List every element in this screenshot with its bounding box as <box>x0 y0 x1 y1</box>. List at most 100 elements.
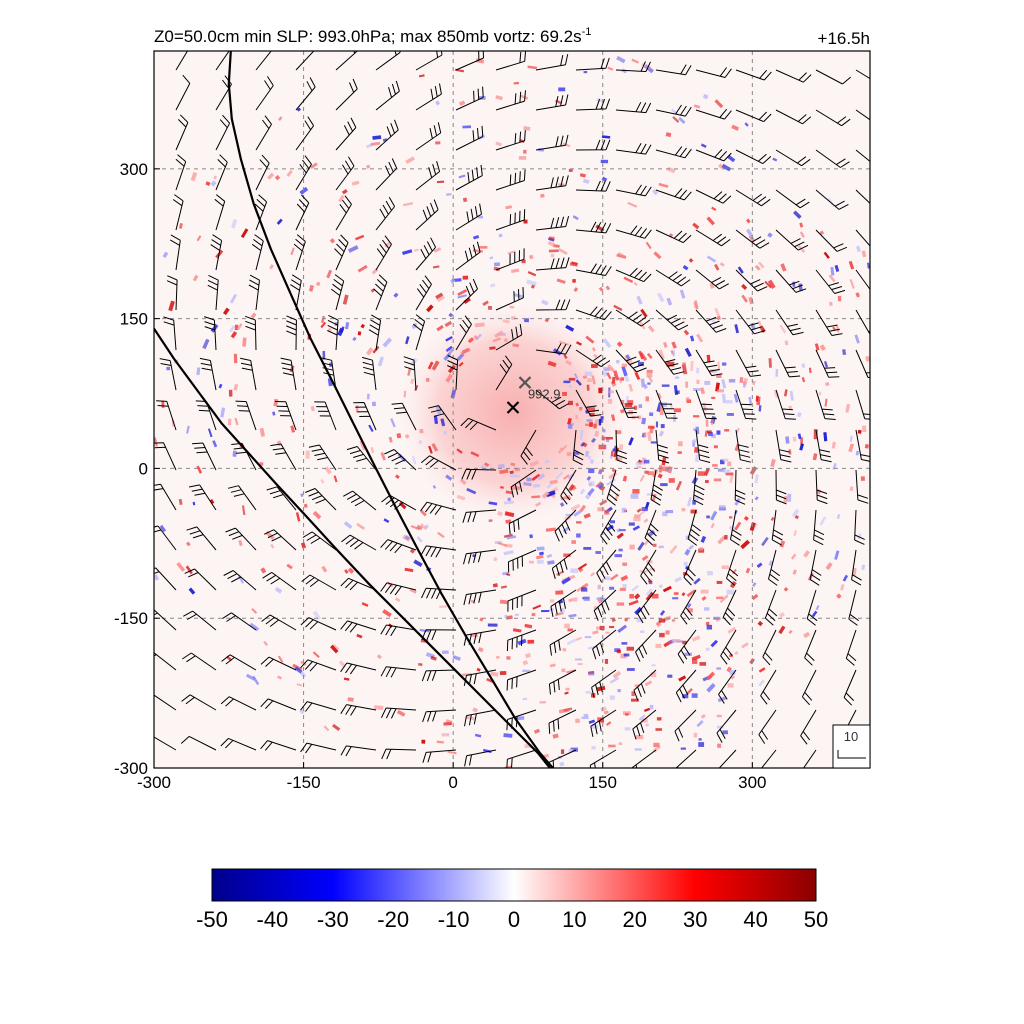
vorticity-speck <box>675 480 683 491</box>
vorticity-speck <box>682 264 689 271</box>
wind-barb <box>175 74 191 111</box>
vorticity-speck <box>237 574 245 584</box>
vorticity-speck <box>637 541 645 551</box>
wind-barb <box>341 534 377 551</box>
vorticity-speck <box>196 235 202 242</box>
vorticity-speck <box>653 543 657 547</box>
vorticity-speck <box>419 509 427 517</box>
vorticity-speck <box>849 278 855 289</box>
vorticity-speck <box>577 563 588 570</box>
wind-barb <box>775 109 812 125</box>
vorticity-speck <box>778 612 785 618</box>
wind-barb <box>535 299 571 311</box>
vorticity-speck <box>672 597 679 600</box>
wind-barb <box>274 401 297 431</box>
vorticity-speck <box>457 288 468 297</box>
wind-barb <box>334 234 349 271</box>
vorticity-speck <box>565 513 573 517</box>
colorbar-tick-label: -10 <box>438 907 470 932</box>
wind-barb <box>549 629 577 656</box>
vorticity-speck <box>643 459 650 464</box>
wind-barb <box>855 189 870 205</box>
vorticity-speck <box>394 597 401 603</box>
vorticity-speck <box>213 175 218 180</box>
vorticity-speck <box>419 523 428 531</box>
vorticity-speck <box>356 633 363 639</box>
wind-key: 10 <box>832 724 871 769</box>
wind-barb <box>420 455 457 471</box>
vorticity-speck <box>583 713 589 718</box>
vorticity-speck <box>716 580 723 584</box>
vorticity-speck <box>445 373 453 383</box>
vorticity-speck <box>260 567 267 574</box>
vorticity-speck <box>687 496 692 507</box>
vorticity-speck <box>744 122 749 127</box>
wind-barb <box>644 509 659 546</box>
wind-barb <box>375 80 400 111</box>
vorticity-speck <box>845 403 851 413</box>
vorticity-speck <box>312 510 322 520</box>
wind-key-box <box>832 724 871 769</box>
vorticity-speck <box>535 554 544 560</box>
wind-barb <box>204 316 217 351</box>
vorticity-speck <box>598 444 606 450</box>
vorticity-speck <box>539 551 544 556</box>
wind-barb <box>223 570 257 591</box>
vorticity-speck <box>458 174 466 179</box>
vorticity-speck <box>345 322 350 330</box>
wind-barb <box>353 402 377 431</box>
vorticity-speck <box>716 725 724 729</box>
vorticity-speck <box>494 262 500 267</box>
vorticity-speck <box>384 241 391 248</box>
vorticity-speck <box>693 388 701 391</box>
vorticity-speck <box>711 396 716 400</box>
wind-barb <box>156 400 177 431</box>
vorticity-speck <box>653 251 662 260</box>
wind-barb <box>214 194 226 231</box>
vorticity-speck <box>535 501 542 507</box>
vorticity-speck <box>697 471 705 476</box>
vorticity-speck <box>661 466 669 472</box>
vorticity-speck <box>589 412 595 417</box>
wind-barb <box>680 589 697 625</box>
wind-barb <box>575 306 612 321</box>
wind-barb <box>615 184 652 197</box>
wind-barb <box>240 357 257 391</box>
vorticity-speck <box>617 689 621 693</box>
wind-barb <box>735 309 765 335</box>
vorticity-speck <box>737 266 744 274</box>
vorticity-speck <box>522 669 531 673</box>
vorticity-speck <box>230 331 238 339</box>
vorticity-speck <box>621 642 628 645</box>
vorticity-speck <box>733 393 739 403</box>
vorticity-speck <box>788 629 793 635</box>
wind-barb <box>415 237 437 271</box>
vorticity-speck <box>558 87 566 92</box>
vorticity-speck <box>367 393 370 400</box>
vorticity-speck <box>785 436 790 444</box>
wind-barb <box>695 389 717 420</box>
vorticity-speck <box>621 366 628 377</box>
wind-barb <box>305 488 337 511</box>
vorticity-speck <box>570 568 579 573</box>
vorticity-speck <box>726 589 734 595</box>
vorticity-speck <box>527 65 538 70</box>
wind-barb <box>575 263 612 276</box>
vorticity-speck <box>628 409 633 415</box>
vorticity-speck <box>249 622 260 632</box>
wind-barb <box>775 349 801 378</box>
colorbar-ramp <box>211 868 817 902</box>
vorticity-speck <box>792 436 797 442</box>
vorticity-speck <box>616 602 625 606</box>
vorticity-speck <box>274 586 283 594</box>
vorticity-speck <box>463 297 471 305</box>
wind-barb <box>231 442 257 471</box>
vorticity-speck <box>641 555 649 562</box>
vorticity-speck <box>716 714 722 718</box>
wind-barb <box>290 274 302 311</box>
vorticity-speck <box>711 369 718 373</box>
wind-barb <box>803 749 817 768</box>
plot-frame <box>153 50 871 769</box>
wind-barb <box>695 349 723 377</box>
vorticity-speck <box>492 583 498 588</box>
